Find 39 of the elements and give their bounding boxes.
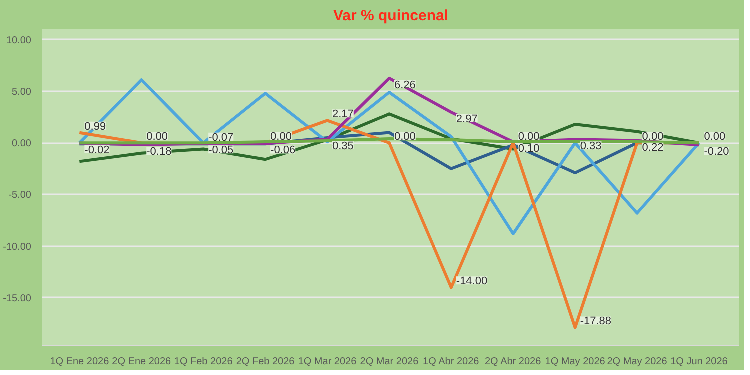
chart-title: Var % quincenal bbox=[333, 8, 449, 24]
data-label: 6.26 bbox=[394, 79, 416, 92]
data-label: 0.22 bbox=[642, 142, 664, 154]
y-tick-label: -5.00 bbox=[8, 190, 32, 202]
data-label: -0.07 bbox=[208, 132, 234, 144]
data-label: -17.88 bbox=[580, 316, 612, 328]
x-tick-label: 2Q Mar 2026 bbox=[360, 356, 420, 368]
y-tick-label: 10.00 bbox=[6, 35, 32, 46]
x-tick-label: 1Q Ene 2026 bbox=[50, 356, 110, 368]
line-series bbox=[78, 78, 701, 236]
data-label: -0.18 bbox=[146, 146, 172, 158]
x-tick-label: 1Q May 2026 bbox=[545, 356, 606, 368]
data-label: 0.99 bbox=[84, 120, 106, 133]
x-tick-label: 1Q Mar 2026 bbox=[298, 356, 358, 368]
data-label: -0.20 bbox=[704, 146, 730, 158]
x-tick-label: 2Q Abr 2026 bbox=[485, 356, 542, 368]
data-label: -14.00 bbox=[456, 276, 488, 288]
data-label: -0.06 bbox=[270, 144, 296, 157]
data-label: 0.33 bbox=[580, 140, 602, 153]
data-label: 0.10 bbox=[518, 143, 540, 156]
y-tick-label: -15.00 bbox=[3, 293, 32, 304]
data-label: 0.00 bbox=[642, 131, 664, 144]
x-tick-label: 2Q Feb 2026 bbox=[236, 356, 296, 368]
y-tick-label: 5.00 bbox=[12, 86, 32, 98]
data-label: 0.00 bbox=[704, 131, 726, 144]
y-tick-label: 0.00 bbox=[12, 138, 32, 150]
x-tick-label: 1Q Jun 2026 bbox=[670, 356, 728, 368]
data-label: 0.00 bbox=[270, 131, 292, 144]
data-label: -0.02 bbox=[84, 144, 110, 156]
x-tick-label: 1Q Feb 2026 bbox=[174, 356, 234, 368]
data-label: -0.05 bbox=[208, 144, 234, 157]
x-tick-label: 2Q Ene 2026 bbox=[112, 356, 172, 368]
x-tick-label: 1Q Abr 2026 bbox=[423, 356, 480, 368]
data-label: 0.35 bbox=[332, 140, 354, 152]
data-label: 2.97 bbox=[456, 113, 478, 126]
data-label: 0.00 bbox=[146, 131, 168, 144]
x-tick-label: 2Q May 2026 bbox=[607, 356, 668, 368]
data-label: 2.17 bbox=[332, 108, 354, 121]
y-tick-label: -10.00 bbox=[3, 242, 32, 253]
